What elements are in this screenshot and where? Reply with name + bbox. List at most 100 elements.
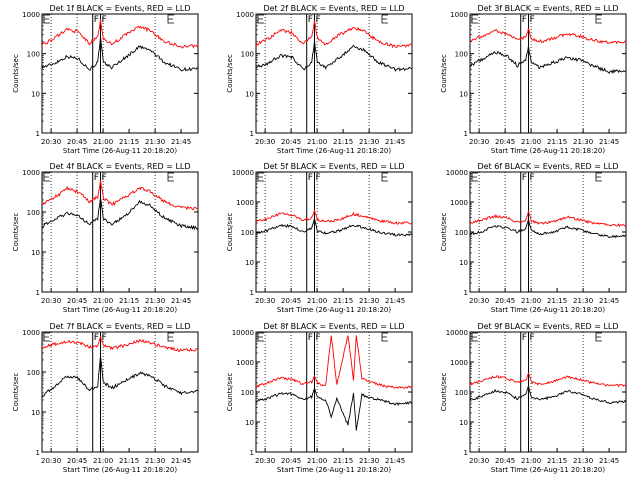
flare-marker-label: F [94,333,99,343]
panel-title: Det 2f BLACK = Events, RED = LLD [263,4,404,13]
y-tick-label: 100 [27,369,40,377]
flare-marker-label: F [522,173,527,183]
x-axis-label: Start Time (26-Aug-11 20:18:20) [277,306,391,314]
x-tick-label: 21:30 [359,457,379,465]
x-tick-label: 21:45 [599,457,619,465]
edge-marker-glyph [381,332,388,342]
x-tick-label: 21:00 [307,138,327,146]
x-tick-label: 21:15 [547,297,567,305]
x-axis-label: Start Time (26-Aug-11 20:18:20) [63,306,177,314]
edge-marker-glyph [43,172,50,182]
plot-frame [469,13,627,134]
y-tick-label: 1000 [450,11,468,19]
y-axis-label: Counts/sec [440,54,448,93]
series-events-line [255,217,413,237]
y-tick-label: 10 [245,90,254,98]
x-tick-label: 21:00 [307,297,327,305]
y-tick-label: 100 [241,389,254,397]
x-tick-label: 21:00 [307,457,327,465]
series-events-line [255,40,413,73]
x-tick-label: 20:30 [469,138,489,146]
edge-marker-glyph [167,14,174,24]
y-axis-label: Counts/sec [440,213,448,252]
x-tick-label: 21:30 [145,297,165,305]
y-tick-label: 1 [250,130,254,138]
series-events-line [469,45,627,74]
x-axis-label: Start Time (26-Aug-11 20:18:20) [63,147,177,155]
series-events-line [41,197,199,231]
y-tick-label: 100 [241,229,254,237]
flare-marker-label: F [522,333,527,343]
y-tick-label: 1 [464,449,468,457]
x-tick-label: 21:30 [359,138,379,146]
y-tick-label: 10 [459,419,468,427]
edge-marker-glyph [381,172,388,182]
y-axis-label: Counts/sec [440,373,448,412]
x-axis-label: Start Time (26-Aug-11 20:18:20) [491,147,605,155]
edge-marker-glyph [257,332,264,342]
x-tick-label: 21:45 [385,297,405,305]
edge-marker-glyph [471,14,478,24]
panel-title: Det 8f BLACK = Events, RED = LLD [263,322,404,331]
x-tick-label: 21:00 [521,297,541,305]
y-tick-label: 10 [31,409,40,417]
y-tick-label: 1 [250,289,254,297]
series-lld-line [41,335,199,353]
x-tick-label: 20:30 [41,457,61,465]
edge-marker-glyph [595,172,602,182]
x-tick-label: 20:45 [67,297,87,305]
series-lld-line [41,19,199,49]
y-tick-label: 100 [241,51,254,59]
edge-marker-glyph [257,172,264,182]
x-tick-label: 21:45 [171,457,191,465]
x-tick-label: 21:15 [119,457,139,465]
plot-frame [41,331,199,453]
plot-frame [41,171,199,293]
y-tick-label: 1 [36,449,40,457]
y-tick-label: 10000 [232,169,254,177]
x-tick-label: 20:45 [67,457,87,465]
y-tick-label: 10000 [446,329,468,337]
panel-det-7: Det 7f BLACK = Events, RED = LLD 1 10 100 10… [12,322,199,474]
y-tick-label: 1000 [22,329,40,337]
y-tick-label: 10000 [446,169,468,177]
panel-title: Det 1f BLACK = Events, RED = LLD [49,4,190,13]
x-axis-label: Start Time (26-Aug-11 20:18:20) [277,147,391,155]
panel-det-9: Det 9f BLACK = Events, RED = LLD 1 10 100 10… [440,322,627,474]
series-events-line [41,36,199,72]
y-tick-label: 10 [245,259,254,267]
flare-marker-label: F [316,333,321,343]
x-tick-label: 20:30 [469,297,489,305]
edge-marker-glyph [381,14,388,24]
panel-title: Det 3f BLACK = Events, RED = LLD [477,4,618,13]
plot-frame [469,171,627,293]
y-tick-label: 10 [245,419,254,427]
y-tick-label: 1000 [450,199,468,207]
y-axis-label: Counts/sec [226,373,234,412]
x-tick-label: 21:15 [333,457,353,465]
y-tick-label: 100 [27,209,40,217]
series-events-line [41,355,199,398]
series-events-line [469,218,627,239]
y-tick-label: 10 [31,249,40,257]
y-axis-label: Counts/sec [12,213,20,252]
x-tick-label: 21:15 [333,297,353,305]
edge-marker-glyph [595,14,602,24]
flare-marker-label: F [316,173,321,183]
x-tick-label: 20:45 [281,457,301,465]
x-tick-label: 21:30 [573,457,593,465]
edge-marker-glyph [167,332,174,342]
x-tick-label: 21:15 [119,138,139,146]
x-axis-label: Start Time (26-Aug-11 20:18:20) [491,466,605,474]
y-tick-label: 10 [459,90,468,98]
edge-marker-glyph [43,14,50,24]
panel-title: Det 5f BLACK = Events, RED = LLD [263,162,404,171]
x-tick-label: 21:15 [333,138,353,146]
plot-frame [41,13,199,134]
x-tick-label: 20:45 [281,297,301,305]
y-tick-label: 1000 [22,169,40,177]
x-tick-label: 21:15 [547,457,567,465]
y-tick-label: 100 [27,51,40,59]
y-tick-label: 1000 [22,11,40,19]
